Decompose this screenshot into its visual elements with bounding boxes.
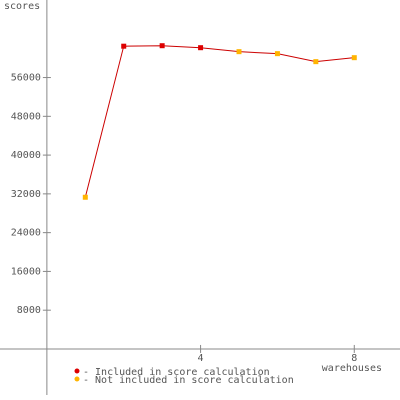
- data-point: [159, 43, 165, 49]
- y-tick-label: 48000: [11, 111, 41, 122]
- x-axis-label: warehouses: [322, 363, 382, 374]
- y-tick-label: 24000: [11, 228, 41, 239]
- data-point: [274, 51, 280, 57]
- y-tick-label: 32000: [11, 189, 41, 200]
- legend-label: - Included in score calculation: [83, 367, 270, 378]
- y-tick-label: 56000: [11, 73, 41, 84]
- series-line: [84, 45, 355, 198]
- x-tick-label: 8: [351, 353, 357, 364]
- data-point: [236, 49, 242, 55]
- y-tick-label: 8000: [17, 305, 41, 316]
- data-point: [198, 45, 204, 51]
- y-tick-label: 16000: [11, 266, 41, 277]
- data-point: [82, 194, 88, 200]
- x-tick-label: 4: [198, 353, 204, 364]
- legend-label: - Not included in score calculation: [83, 375, 294, 386]
- y-axis-label: scores: [4, 1, 40, 12]
- data-point: [121, 43, 127, 49]
- legend-marker: [74, 368, 80, 374]
- data-point: [313, 59, 319, 65]
- legend-marker: [74, 376, 80, 382]
- y-tick-label: 40000: [11, 150, 41, 161]
- data-point: [351, 55, 357, 61]
